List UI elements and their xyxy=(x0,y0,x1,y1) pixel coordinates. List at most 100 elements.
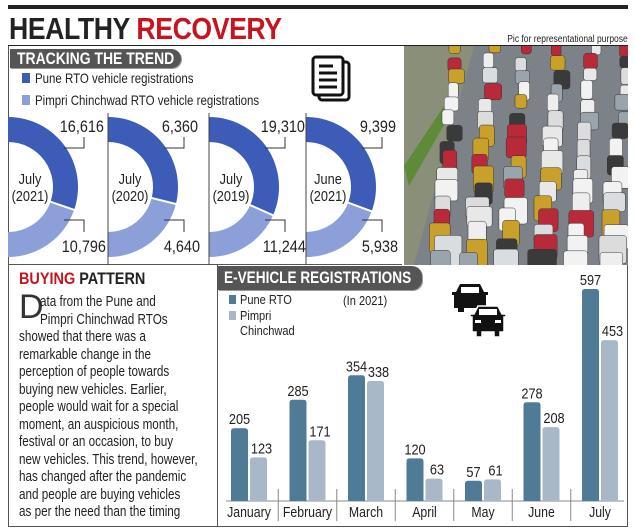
ev-legend-swatch-pimpri xyxy=(229,311,236,320)
document-icon xyxy=(311,55,351,102)
tracking-panel xyxy=(8,46,402,265)
bar-value-label: 285 xyxy=(287,382,308,399)
vehicle xyxy=(448,46,461,54)
bar-pimpri xyxy=(308,440,326,501)
vehicle xyxy=(577,121,592,142)
vehicle xyxy=(580,79,593,100)
vehicle xyxy=(441,109,455,126)
bar-value-label: 205 xyxy=(229,410,250,427)
top-rule xyxy=(8,5,628,9)
body-line-text: perception of people towards xyxy=(19,363,170,380)
ev-note-text: (In 2021) xyxy=(343,293,388,308)
legend-pune: Pune RTO vehicle registrations xyxy=(35,70,228,86)
donut-divider xyxy=(248,203,275,217)
ev-note: (In 2021) xyxy=(343,293,395,308)
bar-pimpri xyxy=(425,478,443,501)
body-line-text: remarkable change in the xyxy=(19,345,152,363)
legend-swatch-pimpri xyxy=(22,95,30,105)
bar-value-label: 120 xyxy=(404,440,425,457)
bar-value-label: 338 xyxy=(368,363,389,380)
bar-pune xyxy=(348,375,365,501)
leader-line xyxy=(265,219,286,232)
legend-swatch-pune xyxy=(22,73,30,83)
body-line: remarkable change in the xyxy=(19,346,188,363)
bar-pimpri xyxy=(250,457,267,501)
month-label: April xyxy=(412,504,437,520)
buying-pattern-title: BUYING PATTERN xyxy=(19,269,168,289)
vehicle xyxy=(493,248,519,265)
title-rule xyxy=(8,45,628,46)
vehicle xyxy=(443,96,459,112)
donut-slice-pimpri xyxy=(306,202,372,257)
vehicle xyxy=(620,67,628,85)
body-line-text: buying new vehicles. Earlier, xyxy=(19,380,167,398)
vehicle xyxy=(488,46,501,54)
vehicle xyxy=(514,94,528,109)
ev-legend-pimpri: Pimpri Chinchwad xyxy=(240,308,304,338)
donut-pune-value: 19,310 xyxy=(260,117,305,136)
leader-line xyxy=(64,219,85,232)
tracking-tag-text: TRACKING THE TREND xyxy=(17,49,175,68)
bar-value-label: 208 xyxy=(543,409,564,426)
donut-charts xyxy=(8,113,383,265)
body-line-text: and people are buying vehicles xyxy=(19,485,181,503)
vehicle xyxy=(563,250,588,265)
vehicle xyxy=(504,178,525,198)
body-line: has changed after the pandemic xyxy=(19,468,233,485)
donut-month: July xyxy=(18,171,42,188)
leader-line xyxy=(362,219,383,232)
vehicle xyxy=(446,125,463,142)
donut-slice-pune xyxy=(209,117,280,216)
buying-pattern-panel xyxy=(8,265,218,527)
body-line-text: festival or an occasion, to buy xyxy=(19,433,174,450)
vehicle xyxy=(521,46,532,55)
vehicle xyxy=(619,46,628,58)
donut-slice-pune xyxy=(108,117,179,205)
body-line: buying new vehicles. Earlier, xyxy=(19,381,208,398)
bar-pune xyxy=(406,458,424,501)
body-line: as per the need than the timing xyxy=(19,503,226,520)
donut-divider xyxy=(150,196,178,206)
body-line-text: people would wait for a special xyxy=(19,398,179,415)
donut-chart xyxy=(108,117,179,257)
donut-chart xyxy=(306,117,376,257)
vehicle xyxy=(430,250,451,265)
bar-pimpri xyxy=(542,427,560,501)
month-label: January xyxy=(227,504,271,520)
donut-pimpri-value: 11,244 xyxy=(262,237,306,256)
bar-value-label: 354 xyxy=(346,357,367,374)
vehicle xyxy=(527,249,557,265)
vehicle xyxy=(619,55,628,69)
month-label: May xyxy=(471,504,494,520)
leader-line xyxy=(64,137,85,149)
vehicle xyxy=(599,251,623,265)
month-label: June xyxy=(528,504,555,520)
traffic-photo xyxy=(404,46,628,265)
ev-tag-text: E-VEHICLE REGISTRATIONS xyxy=(224,268,412,287)
bar-value-label: 123 xyxy=(251,439,272,456)
ev-tag: E-VEHICLE REGISTRATIONS xyxy=(218,266,422,290)
body-line-text: new vehicles. This trend, however, xyxy=(19,450,198,468)
bar-pimpri xyxy=(484,479,501,501)
photo-note-text: Pic for representational purpose xyxy=(507,34,628,45)
donut-month: July xyxy=(219,171,243,188)
page-title: HEALTHY RECOVERY xyxy=(9,11,326,47)
donut-year: (2019) xyxy=(212,188,250,205)
vehicle xyxy=(609,138,623,158)
vehicle xyxy=(459,252,478,265)
donut-pimpri-value: 10,796 xyxy=(61,237,106,256)
bar-pune xyxy=(582,289,599,501)
vehicle xyxy=(603,192,626,212)
donut-pune-value: 6,360 xyxy=(161,117,198,136)
vehicle xyxy=(583,67,598,81)
body-line: moment, an auspicious month, xyxy=(19,416,223,433)
body-line-text: as per the need than the timing xyxy=(19,503,181,520)
donut-pimpri-value: 5,938 xyxy=(361,237,398,256)
title-red: RECOVERY xyxy=(136,11,282,46)
ev-legend-pune: Pune RTO xyxy=(240,292,301,307)
vehicle xyxy=(505,136,527,159)
donut-year: (2020) xyxy=(111,188,149,205)
leader-line xyxy=(164,137,185,149)
bar-value-label: 63 xyxy=(430,461,444,478)
